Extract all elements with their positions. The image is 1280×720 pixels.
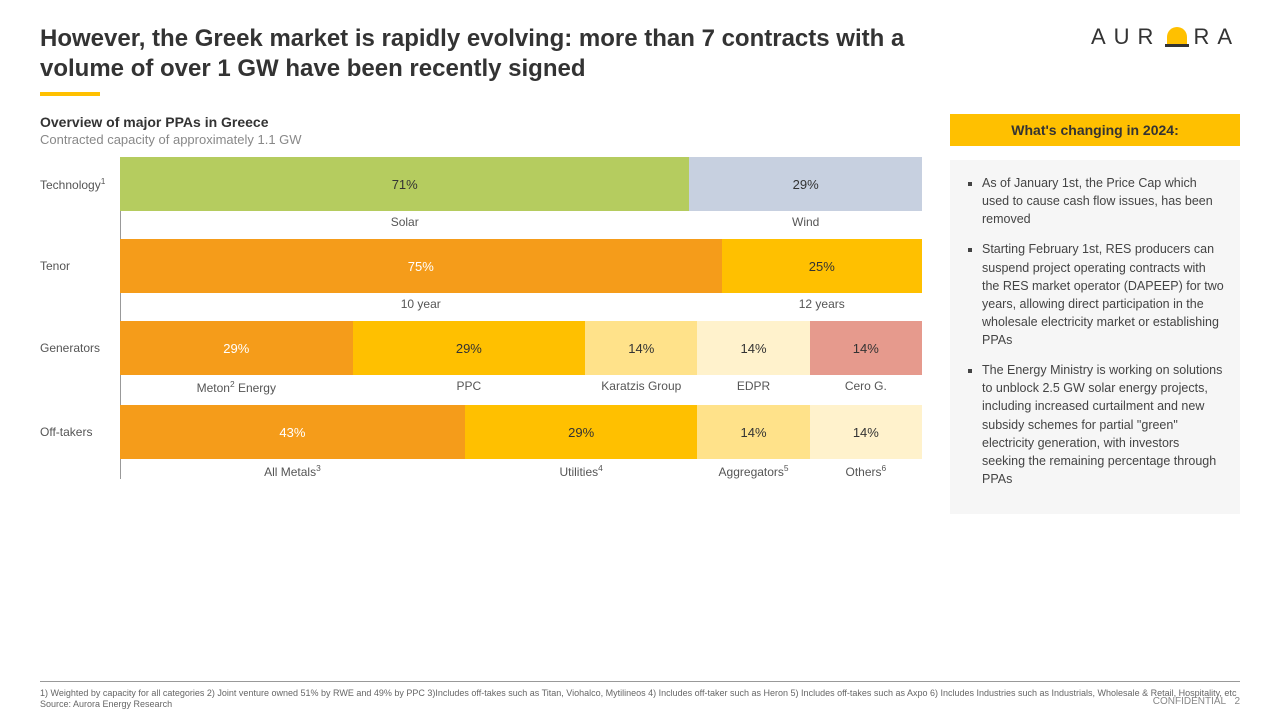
chart-row: Generators29%29%14%14%14%Meton2 EnergyPP… — [120, 321, 922, 395]
callout-list: As of January 1st, the Price Cap which u… — [966, 174, 1224, 488]
row-label: Technology1 — [40, 176, 116, 192]
callout-item: As of January 1st, the Price Cap which u… — [982, 174, 1224, 228]
right-panel: What's changing in 2024: As of January 1… — [950, 114, 1240, 514]
title-block: However, the Greek market is rapidly evo… — [40, 24, 940, 96]
bar-segment: 75% — [120, 239, 722, 293]
bar-segment: 29% — [465, 405, 698, 459]
bar-segment: 43% — [120, 405, 465, 459]
page-number: 2 — [1234, 696, 1240, 707]
stacked-bar-chart: Technology171%29%SolarWindTenor75%25%10 … — [40, 157, 922, 479]
segment-sublabel: All Metals3 — [120, 463, 465, 479]
stacked-bar: 71%29% — [120, 157, 922, 211]
chart-subtitle: Contracted capacity of approximately 1.1… — [40, 132, 922, 147]
header: However, the Greek market is rapidly evo… — [40, 24, 1240, 96]
bar-segment: 29% — [353, 321, 586, 375]
stacked-bar: 75%25% — [120, 239, 922, 293]
row-label: Generators — [40, 341, 116, 355]
segment-sublabel: 10 year — [120, 297, 722, 311]
segment-sublabel: EDPR — [697, 379, 809, 395]
footnotes: 1) Weighted by capacity for all categori… — [40, 688, 1240, 699]
left-panel: Overview of major PPAs in Greece Contrac… — [40, 114, 922, 514]
bar-segment: 29% — [689, 157, 922, 211]
chart-row: Tenor75%25%10 year12 years — [120, 239, 922, 311]
sun-icon — [1167, 27, 1187, 47]
bar-segment: 25% — [722, 239, 923, 293]
footer: 1) Weighted by capacity for all categori… — [40, 681, 1240, 711]
segment-labels: All Metals3Utilities4Aggregators5Others6 — [120, 463, 922, 479]
segment-sublabel: Aggregators5 — [697, 463, 809, 479]
confidential-label: CONFIDENTIAL 2 — [1153, 696, 1240, 709]
bar-segment: 14% — [697, 405, 809, 459]
callout-item: Starting February 1st, RES producers can… — [982, 240, 1224, 349]
segment-labels: SolarWind — [120, 215, 922, 229]
chart-title: Overview of major PPAs in Greece — [40, 114, 922, 130]
segment-labels: Meton2 EnergyPPCKaratzis GroupEDPRCero G… — [120, 379, 922, 395]
segment-sublabel: Cero G. — [810, 379, 922, 395]
row-label: Tenor — [40, 259, 116, 273]
callout-item: The Energy Ministry is working on soluti… — [982, 361, 1224, 488]
logo: AUR RA — [1091, 24, 1240, 50]
segment-sublabel: PPC — [353, 379, 586, 395]
segment-sublabel: Wind — [689, 215, 922, 229]
stacked-bar: 29%29%14%14%14% — [120, 321, 922, 375]
segment-sublabel: 12 years — [722, 297, 923, 311]
segment-labels: 10 year12 years — [120, 297, 922, 311]
bar-segment: 14% — [697, 321, 809, 375]
bar-segment: 14% — [810, 321, 922, 375]
segment-sublabel: Karatzis Group — [585, 379, 697, 395]
segment-sublabel: Utilities4 — [465, 463, 698, 479]
bar-segment: 29% — [120, 321, 353, 375]
page-title: However, the Greek market is rapidly evo… — [40, 24, 940, 84]
body: Overview of major PPAs in Greece Contrac… — [40, 114, 1240, 514]
segment-sublabel: Others6 — [810, 463, 922, 479]
stacked-bar: 43%29%14%14% — [120, 405, 922, 459]
title-underline — [40, 92, 100, 96]
bar-segment: 14% — [810, 405, 922, 459]
bar-segment: 71% — [120, 157, 689, 211]
slide: However, the Greek market is rapidly evo… — [0, 0, 1280, 720]
chart-row: Off-takers43%29%14%14%All Metals3Utiliti… — [120, 405, 922, 479]
chart-row: Technology171%29%SolarWind — [120, 157, 922, 229]
logo-text-right: RA — [1193, 24, 1240, 50]
bar-segment: 14% — [585, 321, 697, 375]
callout-title: What's changing in 2024: — [950, 114, 1240, 146]
source: Source: Aurora Energy Research — [40, 699, 1240, 710]
row-label: Off-takers — [40, 425, 116, 439]
callout-body: As of January 1st, the Price Cap which u… — [950, 160, 1240, 514]
segment-sublabel: Solar — [120, 215, 689, 229]
logo-text-left: AUR — [1091, 24, 1161, 50]
segment-sublabel: Meton2 Energy — [120, 379, 353, 395]
